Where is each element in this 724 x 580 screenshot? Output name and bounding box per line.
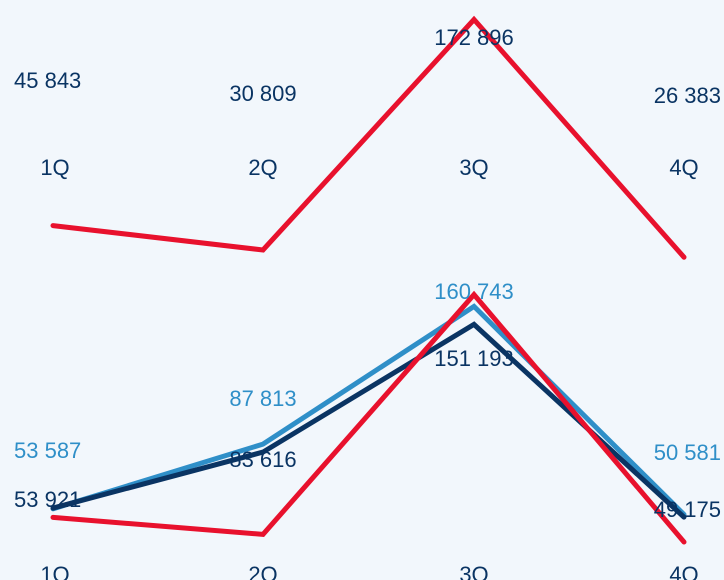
data-label-0-0-1: 30 809: [229, 81, 296, 106]
data-label-1-0-3: 50 581: [654, 440, 721, 465]
data-label-1-1-0: 53 921: [14, 487, 81, 512]
series-line-0-0: [50, 15, 687, 260]
data-label-1-0-1: 87 813: [229, 386, 296, 411]
data-label-0-0-0: 45 843: [14, 68, 81, 93]
data-label-1-1-1: 83 616: [229, 447, 296, 472]
tick-label-0-1: 2Q: [248, 155, 277, 180]
tick-label-1-0: 1Q: [40, 562, 69, 580]
series-line-1-0: [50, 303, 687, 517]
tick-label-1-2: 3Q: [459, 562, 488, 580]
data-label-1-0-2: 160 743: [434, 279, 514, 304]
data-label-1-1-3: 49 175: [654, 497, 721, 522]
data-label-0-0-2: 172 896: [434, 25, 514, 50]
series-line-1-2: [50, 290, 687, 545]
tick-label-0-2: 3Q: [459, 155, 488, 180]
chart-top: 45 843 30 809 172 896 26 383 1Q 2Q 3Q 4Q: [14, 15, 721, 260]
tick-label-1-3: 4Q: [669, 562, 698, 580]
tick-label-0-0: 1Q: [40, 155, 69, 180]
chart-bottom: 53 587 87 813 160 743 50 581 53 921 83 616 151…: [14, 279, 721, 580]
data-label-1-1-2: 151 193: [434, 346, 514, 371]
data-label-0-0-3: 26 383: [654, 83, 721, 108]
data-label-1-0-0: 53 587: [14, 438, 81, 463]
tick-label-0-3: 4Q: [669, 155, 698, 180]
tick-label-1-1: 2Q: [248, 562, 277, 580]
